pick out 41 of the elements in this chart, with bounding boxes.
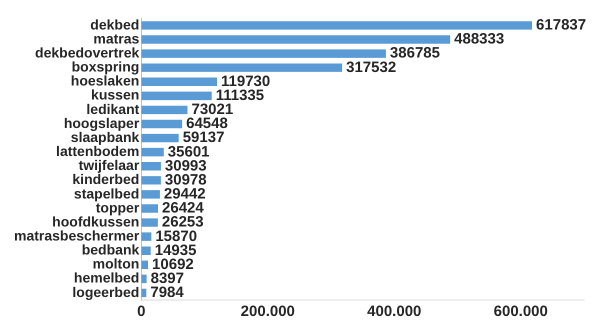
y-tick-label: kussen [91, 86, 140, 103]
bar [141, 274, 147, 284]
bar [141, 106, 188, 114]
y-tick-label: stapelbed [74, 185, 140, 202]
y-tick-label: hemelbed [74, 270, 140, 286]
bar [141, 21, 532, 30]
y-tick-label: matras [93, 30, 140, 46]
x-tick-label: 400.000 [367, 303, 422, 320]
y-tick-label: boxspring [72, 58, 140, 75]
bar [141, 232, 152, 241]
bar [141, 288, 146, 298]
y-tick-label: ledikant [86, 100, 140, 117]
y-tick-label: matrasbeschermer [14, 228, 140, 244]
bar [141, 190, 160, 199]
data-label: 488333 [454, 30, 504, 48]
bar [141, 246, 151, 255]
y-tick-label: logeerbed [72, 284, 140, 300]
y-tick-label: bedbank [82, 242, 140, 258]
y-tick-label: dekbedovertrek [35, 44, 140, 60]
x-tick-label: 0 [137, 303, 146, 320]
bar [141, 162, 161, 170]
bar [141, 218, 158, 227]
bar [141, 120, 182, 128]
y-tick-label: topper [96, 199, 140, 216]
y-tick-label: hoogslaper [64, 114, 140, 131]
bar [141, 78, 218, 86]
bar [141, 176, 161, 185]
bar [141, 148, 164, 156]
y-tick-label: dekbed [90, 16, 140, 32]
x-tick-label: 600.000 [494, 303, 548, 320]
bar [141, 134, 179, 142]
bar [141, 63, 342, 72]
bar [141, 49, 386, 58]
data-label: 617837 [536, 16, 586, 34]
x-tick-label: 200.000 [240, 303, 295, 320]
bar [141, 204, 158, 213]
bar [141, 92, 212, 100]
bar [141, 35, 450, 44]
y-tick-label: twijfelaar [78, 157, 140, 174]
y-tick-label: molton [92, 256, 140, 272]
bar [141, 260, 148, 270]
